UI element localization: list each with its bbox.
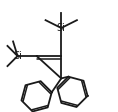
Text: Si: Si — [57, 23, 66, 33]
Text: Si: Si — [13, 51, 22, 61]
